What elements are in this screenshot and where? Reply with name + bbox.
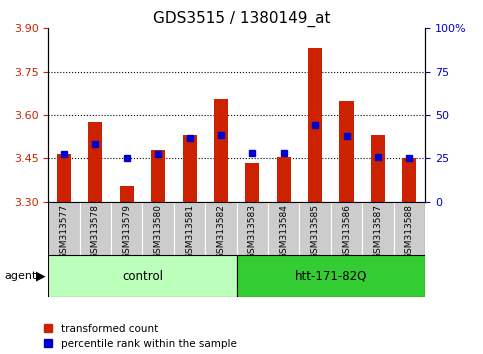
Bar	[174, 202, 205, 255]
Bar	[205, 202, 237, 255]
Text: ▶: ▶	[36, 270, 46, 282]
Bar	[308, 48, 322, 202]
Bar	[48, 202, 80, 255]
Text: GSM313587: GSM313587	[373, 204, 383, 259]
Bar	[237, 202, 268, 255]
Text: GSM313578: GSM313578	[91, 204, 100, 259]
Text: GSM313585: GSM313585	[311, 204, 320, 259]
Bar	[111, 202, 142, 255]
Bar	[183, 135, 197, 202]
Text: control: control	[122, 270, 163, 282]
Text: GSM313584: GSM313584	[279, 204, 288, 259]
Bar	[340, 101, 354, 202]
Bar	[237, 255, 425, 297]
Bar	[268, 202, 299, 255]
Bar	[394, 202, 425, 255]
Text: GSM313582: GSM313582	[216, 204, 226, 259]
Bar	[151, 150, 165, 202]
Text: GDS3515 / 1380149_at: GDS3515 / 1380149_at	[153, 11, 330, 27]
Legend: transformed count, percentile rank within the sample: transformed count, percentile rank withi…	[44, 324, 236, 349]
Text: GSM313580: GSM313580	[154, 204, 163, 259]
Bar	[245, 163, 259, 202]
Bar	[88, 122, 102, 202]
Text: htt-171-82Q: htt-171-82Q	[295, 270, 367, 282]
Bar	[57, 154, 71, 202]
Text: GSM313581: GSM313581	[185, 204, 194, 259]
Bar	[299, 202, 331, 255]
Bar	[48, 255, 237, 297]
Bar	[402, 158, 416, 202]
Bar	[80, 202, 111, 255]
Bar	[214, 98, 228, 202]
Bar	[331, 202, 362, 255]
Text: GSM313579: GSM313579	[122, 204, 131, 259]
Bar	[120, 186, 134, 202]
Text: GSM313586: GSM313586	[342, 204, 351, 259]
Text: agent: agent	[5, 271, 37, 281]
Text: GSM313583: GSM313583	[248, 204, 257, 259]
Text: GSM313577: GSM313577	[59, 204, 69, 259]
Bar	[362, 202, 394, 255]
Bar	[371, 135, 385, 202]
Bar	[277, 157, 291, 202]
Bar	[142, 202, 174, 255]
Text: GSM313588: GSM313588	[405, 204, 414, 259]
